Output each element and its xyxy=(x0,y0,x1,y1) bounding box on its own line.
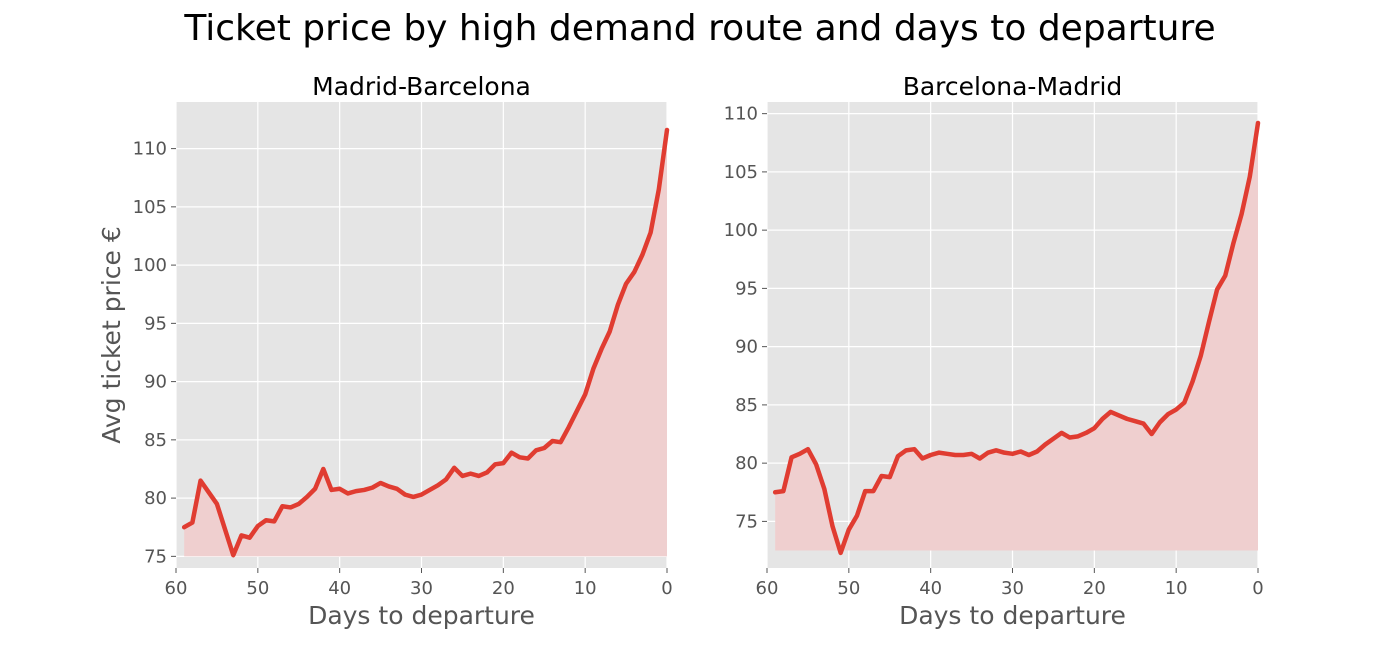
x-tick-label-0: 60 xyxy=(165,578,188,599)
y-tick-label-7: 110 xyxy=(724,104,758,125)
x-tick-label-3: 30 xyxy=(1001,578,1024,599)
y-tick-label-1: 80 xyxy=(735,453,758,474)
panel-title: Madrid-Barcelona xyxy=(312,72,531,101)
x-tick-label-1: 50 xyxy=(837,578,860,599)
panel-title: Barcelona-Madrid xyxy=(903,72,1123,101)
area-fill xyxy=(775,122,1258,553)
y-tick-label-7: 110 xyxy=(133,139,167,160)
series-line xyxy=(181,127,670,558)
y-tick-label-6: 105 xyxy=(724,162,758,183)
x-tick-label-6: 0 xyxy=(661,578,672,599)
x-tick-label-5: 10 xyxy=(574,578,597,599)
y-axis-label: Avg ticket price € xyxy=(97,226,126,444)
y-tick-label-6: 105 xyxy=(133,197,167,218)
y-tick-label-4: 95 xyxy=(144,313,167,334)
x-tick-label-3: 30 xyxy=(410,578,433,599)
x-tick-label-4: 20 xyxy=(492,578,515,599)
y-tick-label-5: 100 xyxy=(724,220,758,241)
y-tick-label-4: 95 xyxy=(735,278,758,299)
x-tick-label-2: 40 xyxy=(919,578,942,599)
x-tick-label-6: 0 xyxy=(1252,578,1263,599)
y-tick-label-5: 100 xyxy=(133,255,167,276)
x-tick-label-5: 10 xyxy=(1165,578,1188,599)
area-fill xyxy=(184,129,667,557)
panel-madrid-barcelona: 60 50 40 30 20 10 07580859095100105110Madrid-B… xyxy=(97,72,673,630)
y-tick-label-2: 85 xyxy=(144,430,167,451)
y-tick-label-3: 90 xyxy=(735,337,758,358)
x-tick-label-2: 40 xyxy=(328,578,351,599)
y-tick-label-0: 75 xyxy=(144,546,167,567)
panel-barcelona-madrid: 60 50 40 30 20 10 07580859095100105110Barcelon… xyxy=(724,72,1264,630)
x-tick-label-1: 50 xyxy=(246,578,269,599)
y-tick-label-0: 75 xyxy=(735,511,758,532)
x-tick-label-4: 20 xyxy=(1083,578,1106,599)
x-axis-label: Days to departure xyxy=(308,601,535,630)
series-line xyxy=(772,120,1261,556)
y-tick-label-1: 80 xyxy=(144,488,167,509)
x-axis-label: Days to departure xyxy=(899,601,1126,630)
figure-title: Ticket price by high demand route and da… xyxy=(183,8,1215,49)
y-tick-label-2: 85 xyxy=(735,395,758,416)
x-tick-label-0: 60 xyxy=(756,578,779,599)
y-tick-label-3: 90 xyxy=(144,372,167,393)
